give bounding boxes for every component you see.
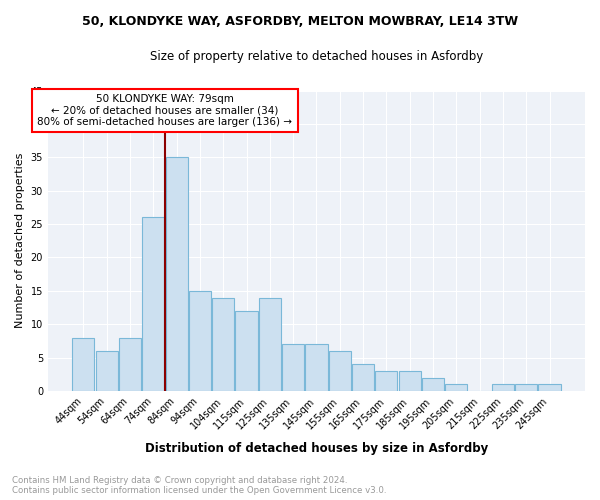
Bar xyxy=(422,378,444,391)
Text: Contains HM Land Registry data © Crown copyright and database right 2024.
Contai: Contains HM Land Registry data © Crown c… xyxy=(12,476,386,495)
Bar xyxy=(398,371,421,391)
Bar xyxy=(166,158,188,391)
Bar xyxy=(376,371,397,391)
Y-axis label: Number of detached properties: Number of detached properties xyxy=(15,153,25,328)
Bar xyxy=(492,384,514,391)
Bar xyxy=(282,344,304,391)
Bar xyxy=(259,298,281,391)
Bar xyxy=(329,351,351,391)
Bar xyxy=(95,351,118,391)
Bar xyxy=(515,384,537,391)
Bar xyxy=(189,291,211,391)
Bar xyxy=(119,338,141,391)
Bar xyxy=(538,384,560,391)
Title: Size of property relative to detached houses in Asfordby: Size of property relative to detached ho… xyxy=(150,50,483,63)
Text: 50, KLONDYKE WAY, ASFORDBY, MELTON MOWBRAY, LE14 3TW: 50, KLONDYKE WAY, ASFORDBY, MELTON MOWBR… xyxy=(82,15,518,28)
Bar xyxy=(212,298,235,391)
Bar xyxy=(235,311,257,391)
X-axis label: Distribution of detached houses by size in Asfordby: Distribution of detached houses by size … xyxy=(145,442,488,455)
Bar xyxy=(445,384,467,391)
Bar xyxy=(305,344,328,391)
Text: 50 KLONDYKE WAY: 79sqm
← 20% of detached houses are smaller (34)
80% of semi-det: 50 KLONDYKE WAY: 79sqm ← 20% of detached… xyxy=(37,94,292,127)
Bar xyxy=(352,364,374,391)
Bar xyxy=(142,218,164,391)
Bar xyxy=(73,338,94,391)
